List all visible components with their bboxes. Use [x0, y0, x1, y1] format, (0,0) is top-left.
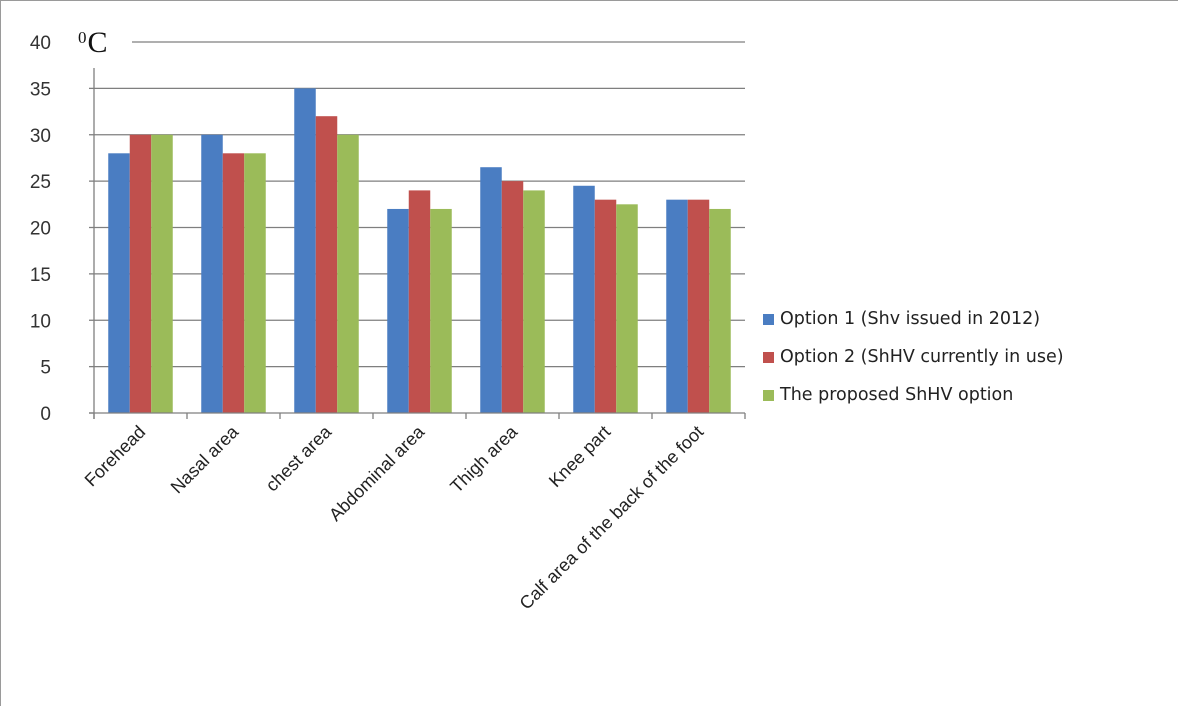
bar: [108, 153, 130, 414]
bar: [594, 199, 617, 413]
bar: [294, 88, 316, 413]
y-tick-label: 0: [40, 404, 51, 425]
bar: [709, 208, 731, 413]
unit-label: 0C: [78, 26, 108, 59]
y-tick-label: 25: [30, 172, 51, 193]
bar: [222, 153, 245, 414]
bar: [315, 116, 338, 413]
x-tick-label: Calf area of the back of the foot: [516, 422, 708, 614]
x-tick-label: Abdominal area: [325, 421, 429, 525]
y-tick-label: 20: [30, 219, 51, 240]
bar: [151, 134, 173, 413]
bar: [523, 190, 545, 413]
legend-swatch: [763, 389, 774, 401]
bar: [129, 134, 152, 413]
legend-label: The proposed ShHV option: [780, 385, 1014, 405]
axes: [89, 68, 746, 419]
y-tick-label: 15: [30, 265, 51, 286]
legend-label: Option 2 (ShHV currently in use): [780, 347, 1064, 367]
bar: [687, 199, 710, 413]
bar: [480, 167, 502, 413]
legend-label: Option 1 (Shv issued in 2012): [780, 309, 1041, 329]
y-axis-ticks: 0 5 10 15 20 25 30 35 40: [30, 33, 51, 425]
legend-swatch: [763, 313, 774, 325]
bar: [666, 199, 688, 413]
bar: [201, 134, 223, 413]
bar: [573, 185, 595, 413]
legend-item: Option 2 (ShHV currently in use): [763, 338, 1064, 376]
bar: [501, 181, 524, 413]
bar: [337, 134, 359, 413]
x-tick-label: Thigh area: [446, 421, 522, 497]
y-tick-label: 40: [30, 33, 51, 54]
bar: [387, 208, 409, 413]
legend: Option 1 (Shv issued in 2012) Option 2 (S…: [763, 300, 1064, 414]
bar: [408, 190, 431, 413]
bar: [244, 153, 266, 414]
x-tick-label: Knee part: [545, 422, 614, 491]
bars: [108, 88, 731, 414]
legend-item: Option 1 (Shv issued in 2012): [763, 300, 1064, 338]
x-tick-label: Nasal area: [167, 421, 243, 497]
bar: [616, 204, 638, 413]
y-tick-label: 10: [30, 311, 51, 332]
x-tick-label: Forehead: [81, 422, 150, 491]
x-tick-label: chest area: [262, 421, 336, 495]
y-tick-label: 5: [40, 358, 51, 379]
y-tick-label: 35: [30, 79, 51, 100]
y-tick-label: 30: [30, 126, 51, 147]
bar: [430, 208, 452, 413]
legend-swatch: [763, 351, 774, 363]
legend-item: The proposed ShHV option: [763, 376, 1064, 414]
